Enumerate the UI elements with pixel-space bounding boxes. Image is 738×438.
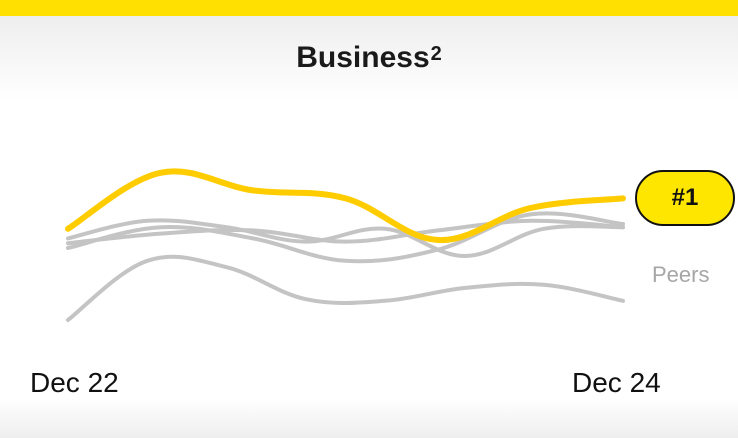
peer-series-line xyxy=(66,218,625,246)
peers-label: Peers xyxy=(652,262,710,287)
highlight-series-group xyxy=(65,168,626,244)
footer-background xyxy=(0,398,738,438)
chart-title: Business2 xyxy=(0,40,738,76)
chart-title-text: Business xyxy=(296,41,430,74)
header-background xyxy=(0,16,738,100)
peer-series-line xyxy=(66,211,625,264)
x-axis-end-label: Dec 24 xyxy=(572,367,661,398)
highlight-series-line xyxy=(65,168,626,244)
peer-series-group xyxy=(66,211,625,322)
x-axis-start-label: Dec 22 xyxy=(30,367,119,398)
chart-title-superscript: 2 xyxy=(430,43,442,65)
rank-badge: #1 xyxy=(635,170,735,226)
peer-series-line xyxy=(66,254,625,322)
brand-top-bar xyxy=(0,0,738,16)
peer-series-line xyxy=(66,218,625,258)
